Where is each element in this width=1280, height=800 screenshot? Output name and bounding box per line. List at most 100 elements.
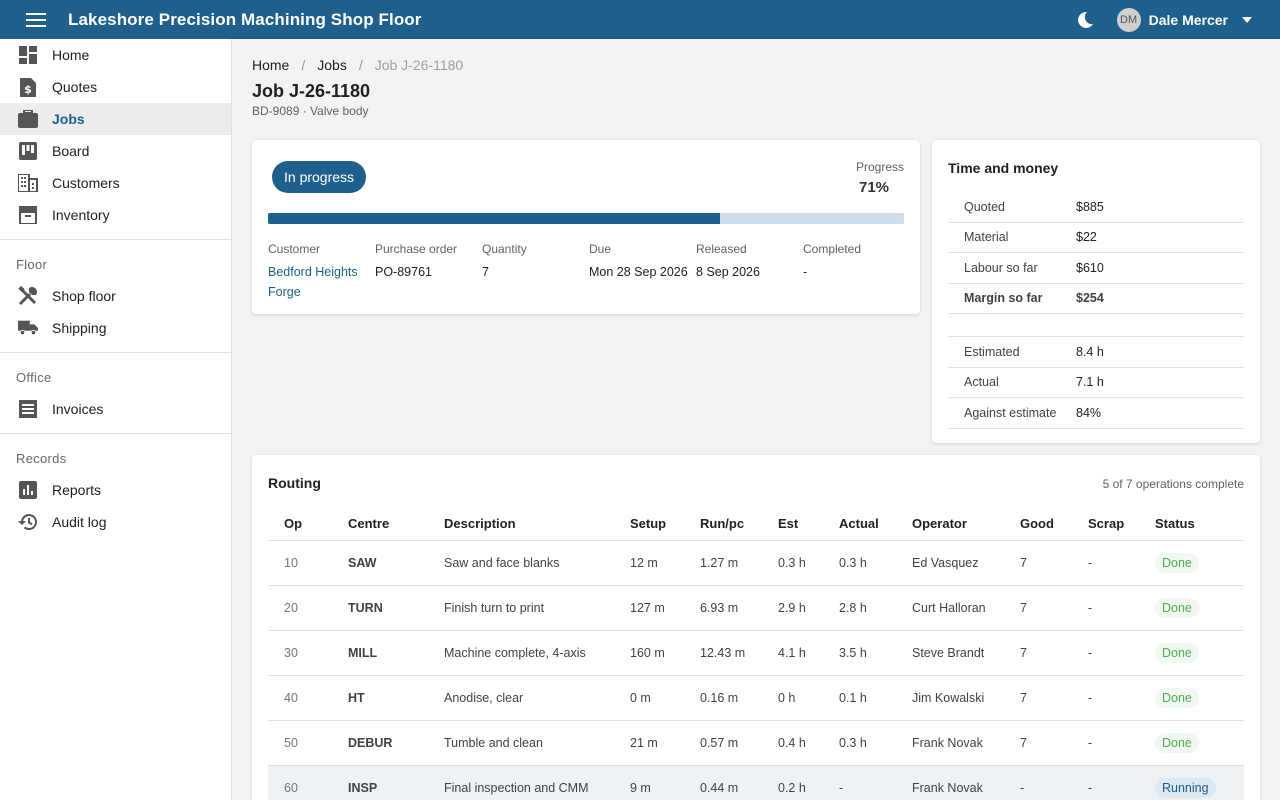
job-status-card: In progress Progress 71% Customer Bedfor… (252, 140, 920, 314)
time-row-estimated: Estimated 8.4 h (948, 337, 1244, 368)
app-title: Lakeshore Precision Machining Shop Floor (68, 9, 422, 29)
sidebar-item-board[interactable]: Board (0, 135, 231, 167)
cell-op: 20 (268, 585, 332, 631)
fact-value: 7 (482, 265, 489, 279)
history-icon (18, 512, 38, 532)
table-row[interactable]: 20 TURN Finish turn to print 127 m 6.93 m 2.9… (268, 585, 1244, 631)
breadcrumb-jobs-link[interactable]: Jobs (317, 57, 347, 73)
fact-released: Released 8 Sep 2026 (696, 242, 803, 302)
chevron-down-icon (1242, 16, 1252, 23)
cell-status: Done (1139, 720, 1244, 766)
cell-op: 40 (268, 675, 332, 721)
money-value: $885 (1076, 199, 1104, 214)
table-row[interactable]: 50 DEBUR Tumble and clean 21 m 0.57 m 0.4 h 0.… (268, 720, 1244, 766)
cell-good: 7 (1004, 540, 1072, 586)
cell-scrap: - (1072, 540, 1139, 586)
column-header: Operator (896, 507, 1004, 541)
cell-run: 12.43 m (684, 630, 762, 676)
column-header: Status (1139, 507, 1244, 541)
sidebar-item-quotes[interactable]: $ Quotes (0, 71, 231, 103)
fact-value: - (803, 265, 808, 279)
money-value: $254 (1076, 291, 1104, 306)
money-key: Against estimate (964, 405, 1057, 420)
cell-good: 7 (1004, 720, 1072, 766)
sidebar: Home $ Quotes Jobs Board Customers Inven… (0, 39, 232, 800)
sidebar-item-audit-log[interactable]: Audit log (0, 506, 231, 538)
sidebar-item-shop-floor[interactable]: Shop floor (0, 280, 231, 312)
fact-label: Purchase order (375, 242, 458, 256)
money-key: Material (964, 230, 1009, 245)
status-badge: Done (1155, 732, 1199, 753)
money-divider (948, 314, 1244, 337)
money-table: Quoted $885 Material $22 Labour so far $610… (948, 192, 1244, 429)
cell-actual: - (823, 765, 896, 800)
cell-good: 7 (1004, 675, 1072, 721)
cell-run: 0.57 m (684, 720, 762, 766)
table-row[interactable]: 30 MILL Machine complete, 4-axis 160 m 12.43… (268, 630, 1244, 676)
fact-completed: Completed - (803, 242, 910, 302)
sidebar-item-home[interactable]: Home (0, 39, 231, 71)
money-row-quoted: Quoted $885 (948, 192, 1244, 223)
sidebar-item-label: Reports (52, 482, 102, 498)
time-row-against-estimate: Against estimate 84% (948, 398, 1244, 429)
nav-divider (0, 239, 231, 240)
cell-actual: 2.8 h (823, 585, 896, 631)
tools-icon (18, 286, 38, 306)
sidebar-item-reports[interactable]: Reports (0, 474, 231, 506)
status-badge: Done (1155, 642, 1199, 663)
svg-text:$: $ (24, 83, 32, 96)
user-menu[interactable]: DM Dale Mercer (1116, 7, 1252, 32)
menu-button[interactable] (8, 0, 64, 39)
cell-operator: Frank Novak (896, 720, 1004, 766)
cell-centre: INSP (332, 765, 428, 800)
fact-label: Released (696, 242, 747, 256)
sidebar-item-jobs[interactable]: Jobs (0, 103, 231, 135)
dashboard-icon (18, 45, 38, 65)
money-key: Margin so far (964, 291, 1043, 306)
column-header: Est (762, 507, 823, 541)
cell-est: 0.4 h (762, 720, 823, 766)
table-header-row: Op Centre Description Setup Run/pc Est A… (268, 507, 1244, 541)
cell-run: 0.16 m (684, 675, 762, 721)
column-header: Centre (332, 507, 428, 541)
building-icon (18, 173, 38, 193)
sidebar-item-invoices[interactable]: Invoices (0, 393, 231, 425)
cell-op: 10 (268, 540, 332, 586)
cell-good: 7 (1004, 585, 1072, 631)
page-subtitle: BD-9089 · Valve body (252, 104, 369, 118)
cell-op: 60 (268, 765, 332, 800)
sidebar-item-customers[interactable]: Customers (0, 167, 231, 199)
cell-centre: HT (332, 675, 428, 721)
cell-run: 1.27 m (684, 540, 762, 586)
cell-est: 4.1 h (762, 630, 823, 676)
status-badge: Done (1155, 687, 1199, 708)
sidebar-item-inventory[interactable]: Inventory (0, 199, 231, 231)
archive-box-icon (18, 205, 38, 225)
cell-good: 7 (1004, 630, 1072, 676)
theme-toggle-button[interactable] (1065, 0, 1105, 39)
avatar: DM (1116, 7, 1141, 32)
sidebar-item-label: Home (52, 47, 90, 63)
money-key: Labour so far (964, 260, 1038, 275)
cell-status: Running (1139, 765, 1244, 800)
fact-label: Quantity (482, 242, 527, 256)
money-key: Quoted (964, 199, 1006, 214)
column-header: Description (428, 507, 614, 541)
breadcrumb: Home / Jobs / Job J-26-1180 (252, 57, 463, 73)
cell-description: Anodise, clear (428, 675, 614, 721)
cell-scrap: - (1072, 585, 1139, 631)
cell-actual: 3.5 h (823, 630, 896, 676)
cell-scrap: - (1072, 720, 1139, 766)
cell-status: Done (1139, 630, 1244, 676)
fact-value: Mon 28 Sep 2026 (589, 265, 688, 279)
money-value: $610 (1076, 260, 1104, 275)
customer-link[interactable]: Bedford Heights Forge (268, 265, 358, 299)
breadcrumb-home-link[interactable]: Home (252, 57, 290, 73)
user-name: Dale Mercer (1148, 11, 1228, 28)
sidebar-item-shipping[interactable]: Shipping (0, 312, 231, 344)
cell-est: 2.9 h (762, 585, 823, 631)
cell-operator: Curt Halloran (896, 585, 1004, 631)
